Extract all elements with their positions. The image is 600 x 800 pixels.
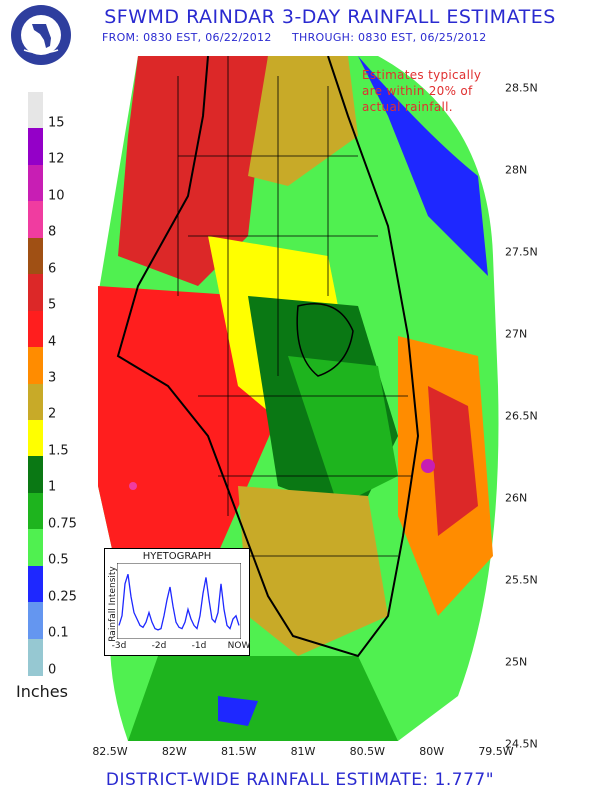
legend-label: 15: [48, 115, 65, 131]
longitude-tick: 79.5W: [478, 745, 514, 758]
hyetograph-line: [118, 574, 240, 631]
latitude-tick: 28N: [505, 163, 528, 177]
sfwmd-seal-logo: [11, 5, 71, 65]
legend-label: 12: [48, 151, 65, 167]
legend-label: 0.75: [48, 516, 77, 532]
legend-label: 1.5: [48, 443, 69, 459]
accuracy-note: Estimates typically are within 20% of ac…: [362, 68, 482, 114]
longitude-tick: 81.5W: [220, 745, 257, 758]
legend-swatch-5: [28, 274, 43, 312]
latitude-tick: 27N: [505, 327, 528, 341]
hyetograph-inset: HYETOGRAPH Rainfall Intensity -3d -2d -1d N…: [104, 548, 250, 656]
latitude-tick: 25N: [505, 655, 528, 669]
legend-label: 3: [48, 370, 57, 386]
legend-label: 0: [48, 662, 57, 678]
longitude-tick: 82W: [161, 745, 187, 758]
legend-swatch-12: [28, 128, 43, 166]
legend-swatch-4: [28, 310, 43, 348]
legend-swatch-0.75: [28, 492, 43, 530]
legend-swatch-1.5: [28, 419, 43, 457]
legend-swatch-0.1: [28, 602, 43, 640]
latitude-tick: 26N: [505, 491, 528, 505]
legend-swatch-0: [28, 638, 43, 676]
latitude-tick: 25.5N: [505, 573, 538, 587]
legend-label: 4: [48, 334, 57, 350]
hyetograph-tick: -3d: [111, 641, 127, 651]
legend-label: 0.5: [48, 552, 69, 568]
hyetograph-title: HYETOGRAPH: [142, 551, 212, 562]
time-range-through: THROUGH: 0830 EST, 06/25/2012: [292, 31, 487, 44]
legend-label: 0.25: [48, 589, 77, 605]
legend-label: 1: [48, 479, 57, 495]
legend-color-bar: [28, 92, 43, 676]
legend-label: 6: [48, 261, 57, 277]
longitude-tick: 80.5W: [349, 745, 386, 758]
legend-label: 10: [48, 188, 65, 204]
legend-swatch-8: [28, 201, 43, 239]
legend-swatch-6: [28, 237, 43, 275]
hyetograph-plot: [117, 563, 241, 639]
legend-label: 5: [48, 297, 57, 313]
hyetograph-tick: -2d: [151, 641, 167, 651]
longitude-tick: 80W: [419, 745, 445, 758]
legend-swatch-0.5: [28, 529, 43, 567]
legend-swatch-15: [28, 92, 43, 129]
legend-swatch-10: [28, 164, 43, 202]
district-wide-estimate: DISTRICT-WIDE RAINFALL ESTIMATE: 1.777": [105, 770, 495, 790]
latitude-tick: 27.5N: [505, 245, 538, 259]
legend-swatch-1: [28, 456, 43, 494]
legend-swatch-0.25: [28, 565, 43, 603]
latitude-tick: 26.5N: [505, 409, 538, 423]
page-title: SFWMD RAINDAR 3-DAY RAINFALL ESTIMATES: [104, 6, 556, 28]
legend-label: 0.1: [48, 625, 69, 641]
time-range-from: FROM: 0830 EST, 06/22/2012: [102, 31, 272, 44]
legend-swatch-3: [28, 347, 43, 384]
longitude-tick: 82.5W: [92, 745, 128, 758]
legend-unit: Inches: [16, 682, 68, 701]
hyetograph-tick: NOW: [227, 641, 251, 651]
legend-swatch-2: [28, 383, 43, 421]
legend-label: 8: [48, 224, 57, 240]
latitude-tick: 28.5N: [505, 81, 538, 95]
latitude-tick: 24.5N: [505, 737, 538, 751]
hyetograph-tick: -1d: [191, 641, 207, 651]
longitude-tick: 81W: [290, 745, 316, 758]
legend-label: 2: [48, 406, 57, 422]
